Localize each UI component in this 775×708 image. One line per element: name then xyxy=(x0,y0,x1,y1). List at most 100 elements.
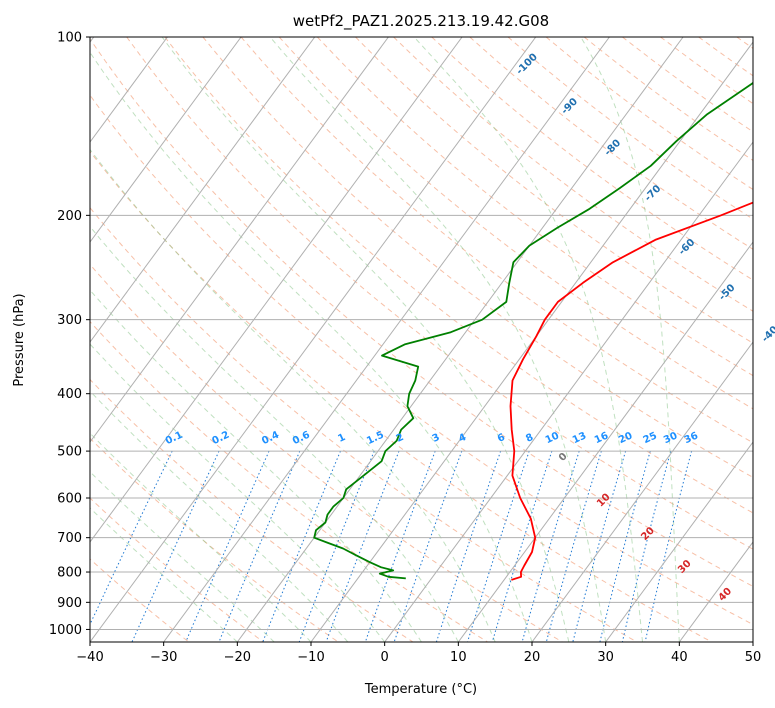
moist-adiabat-line xyxy=(90,289,422,642)
dry-adiabat-line xyxy=(393,37,753,312)
moist-adiabat-line xyxy=(90,432,312,642)
mixing-ratio-line xyxy=(599,450,651,642)
y-tick-label: 1000 xyxy=(49,623,82,638)
plot-frame xyxy=(89,36,754,643)
moist-adiabat-line xyxy=(413,37,643,642)
mixing-ratio-label: 0.4 xyxy=(260,430,281,447)
mixing-ratio-line xyxy=(262,450,341,642)
mixing-ratio-line xyxy=(218,450,301,642)
dry-adiabat-line xyxy=(90,320,488,642)
y-tick-label: 200 xyxy=(57,209,82,224)
mixing-ratio-line xyxy=(435,450,502,642)
x-tick-label: 40 xyxy=(671,650,688,665)
mixing-ratio-label: 0.1 xyxy=(164,430,185,447)
moist-adiabat-line xyxy=(90,343,386,642)
mixing-ratio-line xyxy=(545,450,602,642)
dry-adiabat-line xyxy=(90,150,712,642)
x-tick-label: −40 xyxy=(76,650,103,665)
dry-adiabat-line xyxy=(90,497,264,642)
y-axis-label: Pressure (hPa) xyxy=(12,293,27,386)
mixing-ratio-label: 20 xyxy=(617,430,634,446)
dewpoint-profile-line xyxy=(313,81,753,580)
mixing-ratio-label: 30 xyxy=(662,430,679,446)
mixing-ratio-line xyxy=(90,450,173,626)
mixing-ratio-line xyxy=(298,450,375,642)
moist-adiabat-line xyxy=(90,225,459,642)
mixing-ratio-label: 16 xyxy=(593,430,610,446)
mixing-ratio-label: 1 xyxy=(336,432,347,445)
dry-adiabat-line xyxy=(90,437,339,642)
x-axis-label: Temperature (°C) xyxy=(364,682,477,697)
mixing-ratio-label: 25 xyxy=(642,430,659,446)
mixing-ratio-label: 36 xyxy=(683,430,700,446)
chart-title: wetPf2_PAZ1.2025.213.19.42.G08 xyxy=(293,12,549,31)
x-axis-ticks: −40 −30 −20 −10 0 10 20 30 40 50 xyxy=(76,642,761,665)
dry-adiabat-line xyxy=(164,37,753,514)
y-axis-ticks: 100 200 300 400 500 600 700 800 900 1000 xyxy=(49,31,90,638)
dry-adiabat-line xyxy=(240,37,753,444)
isotherm-gridline xyxy=(531,341,753,642)
dry-adiabat-label: 30 xyxy=(676,558,694,576)
isotherm-gridline xyxy=(90,37,242,243)
moist-adiabat-line xyxy=(90,51,533,642)
isotherm-gridline xyxy=(90,37,537,642)
dry-adiabat-line xyxy=(355,37,753,344)
isotherm-gridline xyxy=(678,541,753,642)
isotherm-gridline xyxy=(90,37,168,143)
dry-adiabat-line xyxy=(202,37,753,479)
isotherm-gridline xyxy=(163,37,610,642)
mixing-ratio-label: 3 xyxy=(431,432,442,445)
grid-lines xyxy=(90,37,753,642)
isotherm-gridline xyxy=(384,141,753,642)
mixing-ratio-line xyxy=(131,450,220,642)
isotherm-gridline xyxy=(90,37,389,443)
y-tick-label: 700 xyxy=(57,531,82,546)
mixing-ratio-label: 4 xyxy=(457,432,468,445)
dry-adiabat-line xyxy=(545,37,753,191)
dry-adiabat-line xyxy=(126,37,753,550)
isotherm-gridline xyxy=(90,37,463,543)
dry-adiabat-label: 10 xyxy=(595,492,613,510)
x-tick-label: −20 xyxy=(224,650,251,665)
mixing-ratio-line xyxy=(621,450,672,642)
isotherm-label: -70 xyxy=(643,183,664,204)
isotherm-label: -40 xyxy=(760,324,775,345)
isotherm-gridline xyxy=(605,441,753,642)
isotherm-label: -50 xyxy=(717,282,738,303)
y-tick-label: 300 xyxy=(57,313,82,328)
dry-adiabat-line xyxy=(660,37,753,105)
mixing-ratio-line xyxy=(521,450,580,642)
dry-adiabat-line xyxy=(90,378,414,642)
y-tick-label: 600 xyxy=(57,492,82,507)
temperature-profile-line xyxy=(509,201,753,581)
dry-adiabat-label: 20 xyxy=(639,525,657,543)
moist-adiabat-line xyxy=(90,471,275,642)
isotherm-label: -80 xyxy=(603,138,624,159)
dry-adiabat-line xyxy=(90,263,563,642)
moist-adiabat-line xyxy=(90,390,349,642)
mixing-ratio-label: 8 xyxy=(524,432,535,445)
mixing-ratio-label: 6 xyxy=(496,432,507,445)
mixing-ratio-label: 0.2 xyxy=(211,430,232,447)
dry-adiabat-line xyxy=(278,37,753,410)
x-tick-label: 50 xyxy=(745,650,762,665)
moist-adiabat-line xyxy=(580,37,680,642)
x-tick-label: 30 xyxy=(597,650,614,665)
y-tick-label: 400 xyxy=(57,387,82,402)
moist-adiabat-line xyxy=(269,37,607,642)
y-tick-label: 800 xyxy=(57,566,82,581)
dry-adiabat-line xyxy=(90,38,753,587)
dry-adiabat-line xyxy=(431,37,753,281)
isotherm-gridline xyxy=(236,37,684,642)
mixing-ratio-line xyxy=(325,450,400,642)
dry-adiabat-label: 0 xyxy=(557,451,570,464)
dry-adiabat-line xyxy=(90,558,190,642)
x-tick-label: 10 xyxy=(450,650,467,665)
x-tick-label: 0 xyxy=(381,650,389,665)
isotherm-gridline xyxy=(90,37,316,343)
x-tick-label: −10 xyxy=(297,650,324,665)
moist-adiabat-line xyxy=(161,37,570,642)
dry-adiabat-line xyxy=(90,94,753,626)
mixing-ratio-line xyxy=(467,450,530,642)
